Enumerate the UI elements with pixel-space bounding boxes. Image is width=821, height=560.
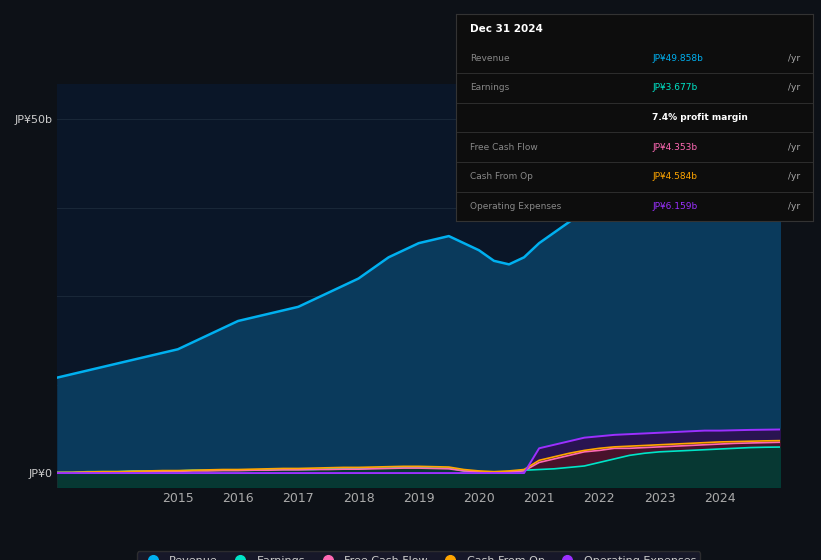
Text: /yr: /yr <box>788 54 800 63</box>
Text: /yr: /yr <box>788 202 800 211</box>
Text: JP¥6.159b: JP¥6.159b <box>652 202 697 211</box>
Text: /yr: /yr <box>788 143 800 152</box>
Text: Revenue: Revenue <box>470 54 510 63</box>
Text: JP¥3.677b: JP¥3.677b <box>652 83 697 92</box>
Text: JP¥4.584b: JP¥4.584b <box>652 172 697 181</box>
Text: Earnings: Earnings <box>470 83 509 92</box>
Text: JP¥49.858b: JP¥49.858b <box>652 54 703 63</box>
Text: JP¥4.353b: JP¥4.353b <box>652 143 697 152</box>
Text: Dec 31 2024: Dec 31 2024 <box>470 24 543 34</box>
Text: /yr: /yr <box>788 172 800 181</box>
Text: /yr: /yr <box>788 83 800 92</box>
Text: Free Cash Flow: Free Cash Flow <box>470 143 538 152</box>
Text: Operating Expenses: Operating Expenses <box>470 202 562 211</box>
Legend: Revenue, Earnings, Free Cash Flow, Cash From Op, Operating Expenses: Revenue, Earnings, Free Cash Flow, Cash … <box>137 552 700 560</box>
Text: Cash From Op: Cash From Op <box>470 172 533 181</box>
Text: 7.4% profit margin: 7.4% profit margin <box>652 113 748 122</box>
